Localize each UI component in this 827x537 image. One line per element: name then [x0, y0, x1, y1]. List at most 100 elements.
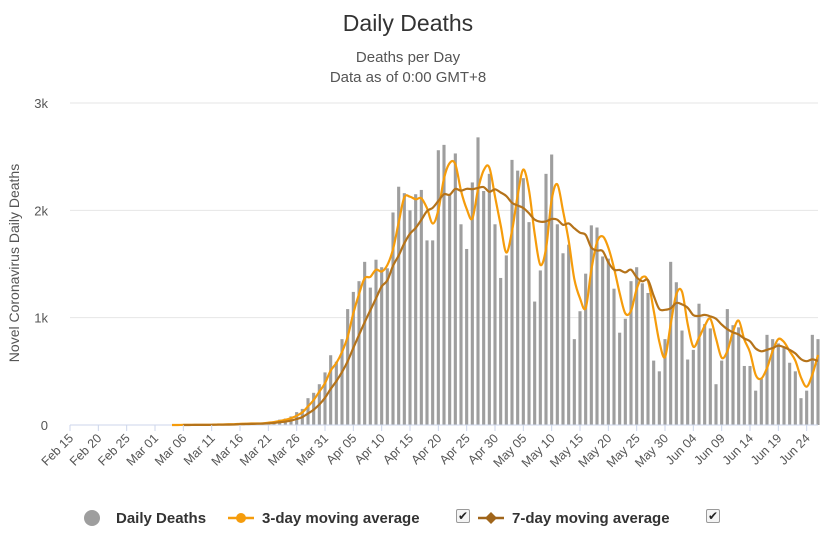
bar[interactable]	[567, 244, 571, 425]
bar[interactable]	[578, 311, 582, 425]
bar[interactable]	[516, 170, 520, 425]
bar[interactable]	[697, 303, 701, 425]
bar[interactable]	[561, 253, 565, 425]
bar[interactable]	[663, 339, 667, 425]
bar[interactable]	[572, 339, 576, 425]
bar[interactable]	[788, 362, 792, 425]
bar[interactable]	[436, 150, 440, 425]
x-tick-label: Apr 25	[437, 431, 473, 467]
x-tick-label: Apr 15	[380, 431, 416, 467]
bar[interactable]	[487, 173, 491, 425]
bar[interactable]	[346, 309, 350, 425]
bar[interactable]	[720, 360, 724, 425]
bar[interactable]	[431, 240, 435, 425]
bar[interactable]	[629, 281, 633, 425]
bar[interactable]	[470, 182, 474, 425]
bar[interactable]	[482, 191, 486, 425]
bar[interactable]	[465, 248, 469, 425]
bar[interactable]	[759, 378, 763, 425]
bar[interactable]	[771, 339, 775, 425]
bar[interactable]	[391, 212, 395, 425]
bar[interactable]	[799, 398, 803, 425]
bar[interactable]	[623, 318, 627, 425]
bar[interactable]	[380, 267, 384, 425]
bar[interactable]	[425, 240, 429, 425]
bar[interactable]	[538, 270, 542, 425]
legend-item-daily-deaths[interactable]: Daily Deaths	[80, 505, 206, 531]
legend-item-3-day-average[interactable]: 3-day moving average	[226, 505, 420, 531]
bar[interactable]	[782, 347, 786, 425]
bar[interactable]	[363, 261, 367, 425]
bar[interactable]	[805, 390, 809, 425]
bar[interactable]	[601, 256, 605, 425]
bar[interactable]	[414, 194, 418, 425]
bar[interactable]	[306, 398, 310, 425]
bar[interactable]	[810, 334, 814, 425]
line-7-day-average[interactable]	[183, 185, 819, 427]
daily-deaths-bars	[170, 137, 820, 426]
bar[interactable]	[544, 173, 548, 425]
checkbox-3-day-average[interactable]: ✔	[456, 509, 470, 523]
bar[interactable]	[419, 189, 423, 425]
bar[interactable]	[453, 153, 457, 426]
bar[interactable]	[368, 287, 372, 425]
bar[interactable]	[725, 309, 729, 425]
bar[interactable]	[652, 360, 656, 425]
bar[interactable]	[340, 339, 344, 425]
bar[interactable]	[669, 261, 673, 425]
bar[interactable]	[397, 186, 401, 425]
bar[interactable]	[606, 258, 610, 425]
bar[interactable]	[646, 292, 650, 425]
legend-item-7-day-average[interactable]: 7-day moving average	[476, 505, 670, 531]
bar[interactable]	[776, 343, 780, 425]
bar[interactable]	[334, 361, 338, 425]
bar[interactable]	[612, 288, 616, 425]
bar[interactable]	[691, 349, 695, 425]
bar[interactable]	[510, 159, 514, 426]
line-circle-marker-icon	[228, 513, 254, 523]
bar[interactable]	[584, 273, 588, 425]
bar[interactable]	[703, 324, 707, 425]
bar[interactable]	[674, 282, 678, 425]
bar[interactable]	[459, 224, 463, 425]
bar[interactable]	[442, 144, 446, 426]
bar[interactable]	[476, 137, 480, 425]
bar[interactable]	[793, 371, 797, 425]
bar[interactable]	[550, 154, 554, 425]
bar[interactable]	[754, 390, 758, 425]
bar[interactable]	[635, 267, 639, 425]
bar[interactable]	[357, 281, 361, 425]
bar[interactable]	[527, 222, 531, 425]
bar[interactable]	[595, 227, 599, 425]
bar[interactable]	[816, 339, 820, 425]
bar[interactable]	[714, 384, 718, 425]
bar[interactable]	[533, 301, 537, 425]
bar[interactable]	[385, 268, 389, 425]
bar[interactable]	[680, 330, 684, 425]
bar[interactable]	[555, 224, 559, 425]
checkbox-7-day-average[interactable]: ✔	[706, 509, 720, 523]
bar[interactable]	[521, 178, 525, 425]
bar[interactable]	[499, 277, 503, 425]
bar[interactable]	[589, 225, 593, 425]
bar[interactable]	[731, 325, 735, 425]
bar[interactable]	[351, 291, 355, 425]
bar[interactable]	[448, 194, 452, 425]
bar[interactable]	[504, 255, 508, 425]
bar[interactable]	[402, 193, 406, 425]
bar[interactable]	[640, 283, 644, 425]
bar[interactable]	[657, 371, 661, 425]
bar[interactable]	[408, 210, 412, 425]
bar[interactable]	[742, 365, 746, 425]
bar[interactable]	[493, 224, 497, 425]
bar[interactable]	[708, 328, 712, 425]
bar[interactable]	[737, 327, 741, 425]
line-3-day-average[interactable]	[171, 159, 820, 427]
bar[interactable]	[374, 259, 378, 425]
y-tick-label: 3k	[34, 96, 48, 111]
bar[interactable]	[748, 365, 752, 425]
bar[interactable]	[765, 334, 769, 425]
bar[interactable]	[618, 332, 622, 425]
x-tick-label: Apr 05	[324, 431, 360, 467]
bar[interactable]	[686, 359, 690, 425]
